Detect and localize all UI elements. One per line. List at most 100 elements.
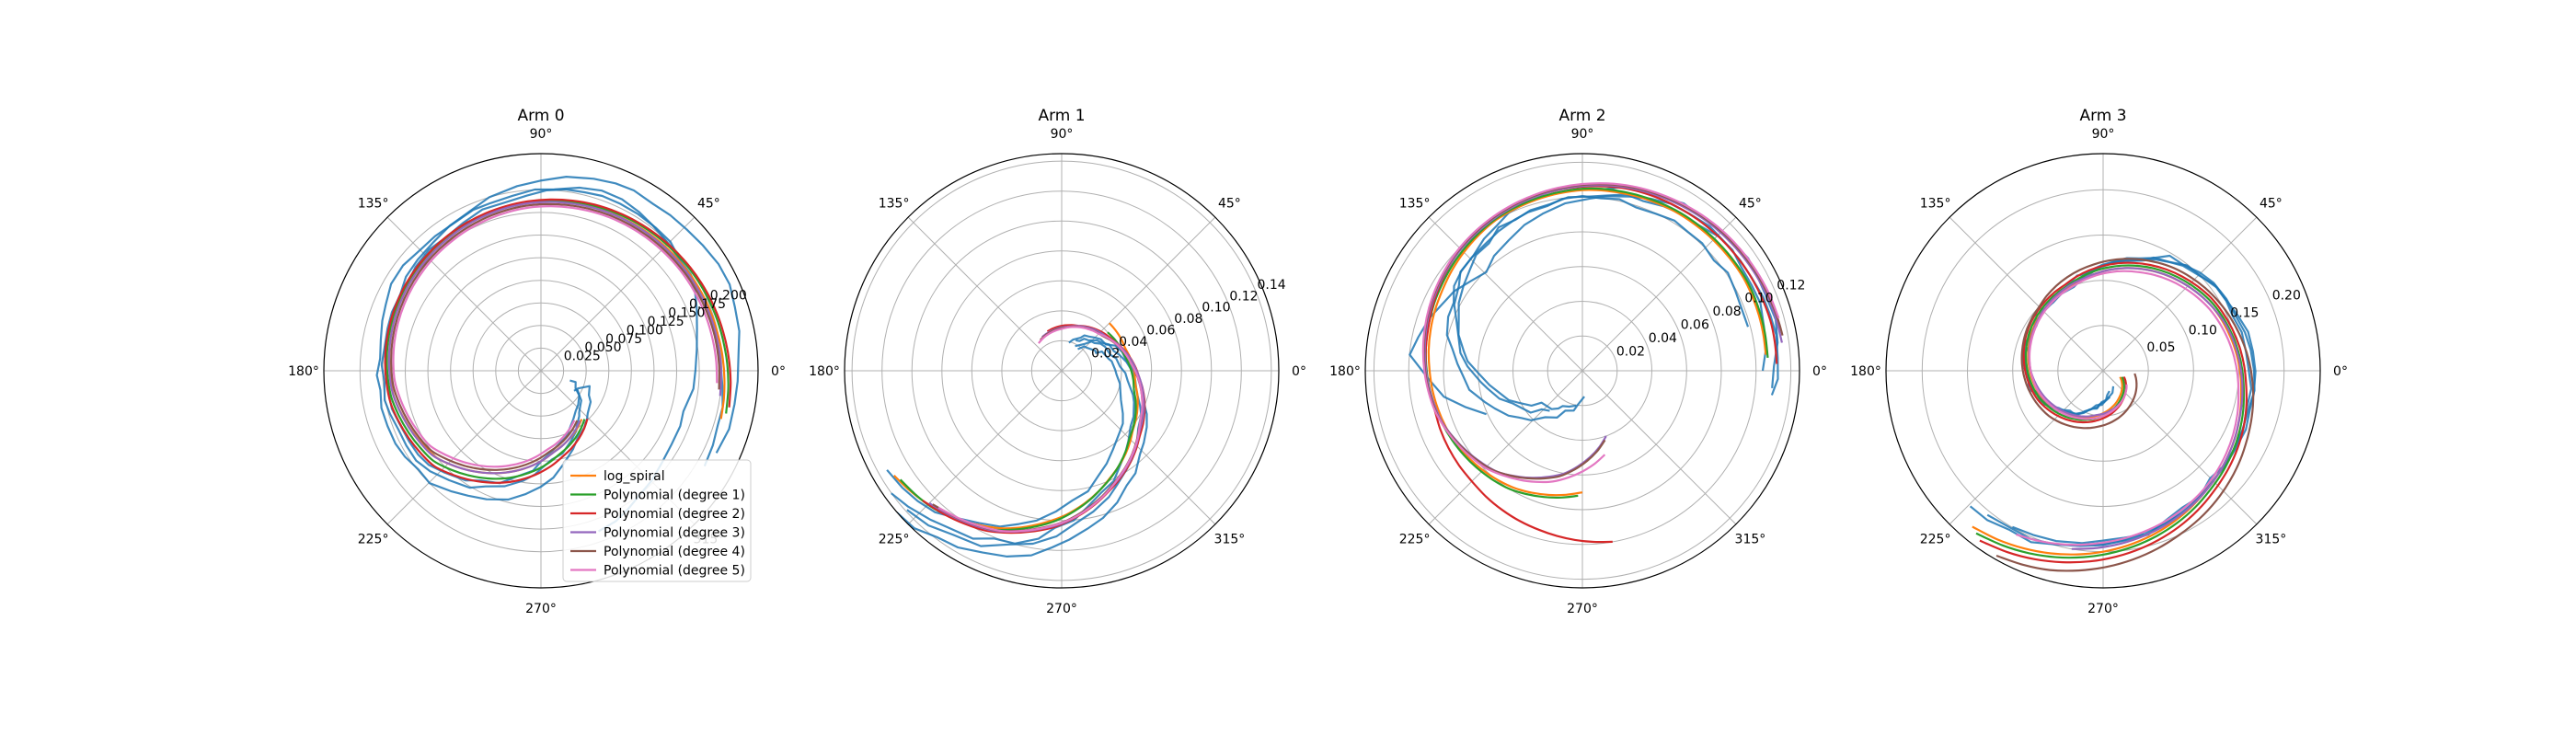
angle-tick-label: 90° <box>530 127 553 142</box>
radial-tick-label: 0.08 <box>1713 305 1742 319</box>
radial-gridline <box>941 250 1182 491</box>
radial-tick-label: 0.10 <box>1202 301 1230 316</box>
legend-label: Polynomial (degree 4) <box>604 545 745 559</box>
polar-panel-2: 0° 45° 90° 135° 180° 225° 270° 315° 0.02 0.04 0.06… <box>1329 107 1827 616</box>
angle-tick-label: 45° <box>2260 197 2283 212</box>
angle-tick-label: 0° <box>2333 364 2348 379</box>
polar-frame <box>1885 153 2321 589</box>
observed-track <box>1409 195 1779 416</box>
series-line <box>1427 189 1767 497</box>
radial-tick-label: 0.14 <box>1258 278 1286 293</box>
radial-tick-label: 0.10 <box>2189 323 2217 338</box>
radial-gridline <box>1547 335 1618 407</box>
radial-tick-label: 0.20 <box>2272 289 2301 304</box>
radial-tick-label: 0.06 <box>1681 318 1709 333</box>
series-line <box>2028 267 2244 550</box>
angle-tick-label: 0° <box>771 364 786 379</box>
radial-gridline <box>405 235 677 507</box>
series-line <box>1424 187 1769 499</box>
polar-panel-1: 0° 45° 90° 135° 180° 225° 270° 315° 0.020.040.06… <box>809 107 1306 616</box>
angular-gridline <box>1428 216 1583 372</box>
radial-gridline <box>517 347 565 395</box>
angular-gridline <box>1428 370 1583 525</box>
series-line <box>2016 270 2240 546</box>
series-line <box>390 202 720 471</box>
observed-track <box>895 334 1148 558</box>
radial-tick-label: 0.12 <box>1777 278 1805 293</box>
angular-gridline <box>1581 216 1737 372</box>
chart-title: Arm 1 <box>1038 107 1085 125</box>
plot-area <box>886 322 1148 558</box>
radial-gridline <box>1512 301 1652 441</box>
radial-gridline <box>1373 161 1792 581</box>
angle-tick-label: 180° <box>288 364 319 379</box>
radial-tick-label: 0.125 <box>648 315 684 329</box>
angle-tick-label: 270° <box>1567 602 1598 616</box>
angular-gridline <box>907 216 1063 372</box>
radial-tick-label: 0.050 <box>584 340 621 355</box>
radial-gridline <box>1478 266 1687 476</box>
radial-tick-label: 0.075 <box>605 332 642 347</box>
radial-gridline <box>881 190 1242 551</box>
radial-tick-label: 0.05 <box>2146 340 2175 355</box>
radial-tick-label: 0.12 <box>1229 289 1258 304</box>
observed-track <box>886 345 1124 528</box>
observed-track <box>1445 195 1750 421</box>
legend-box <box>562 459 752 582</box>
radial-tick-label: 0.10 <box>1744 292 1773 306</box>
radial-gridline <box>851 160 1272 581</box>
radial-tick-label: 0.04 <box>1119 335 1147 350</box>
angle-tick-label: 180° <box>1329 364 1361 379</box>
series-line <box>1421 182 1780 484</box>
angle-tick-label: 135° <box>1920 197 1951 212</box>
radial-tick-label: 0.02 <box>1616 345 1645 360</box>
series-line <box>392 204 719 468</box>
angle-tick-label: 90° <box>1571 127 1594 142</box>
radial-gridline <box>472 302 610 440</box>
radial-tick-label: 0.04 <box>1649 331 1677 346</box>
radial-gridline <box>1443 231 1722 511</box>
chart-title: Arm 0 <box>517 107 564 125</box>
radial-tick-label: 0.175 <box>689 297 726 312</box>
radial-gridline <box>427 257 655 485</box>
legend-label: Polynomial (degree 5) <box>604 564 745 579</box>
legend-label: Polynomial (degree 2) <box>604 507 745 522</box>
angle-tick-label: 135° <box>1399 197 1431 212</box>
angle-tick-label: 270° <box>1046 602 1077 616</box>
observed-track <box>375 186 698 533</box>
angular-gridline <box>1061 370 1216 525</box>
radial-gridline <box>1001 310 1122 431</box>
angle-tick-label: 45° <box>1218 197 1241 212</box>
radial-gridline <box>1030 339 1093 402</box>
series-line <box>387 201 723 475</box>
angle-tick-label: 0° <box>1292 364 1306 379</box>
radial-gridline <box>1967 235 2239 507</box>
angle-tick-label: 270° <box>2087 602 2119 616</box>
radial-tick-label: 0.100 <box>627 323 663 338</box>
angle-tick-label: 225° <box>1399 532 1431 546</box>
angle-tick-label: 270° <box>525 602 557 616</box>
chart-title: Arm 3 <box>2079 107 2126 125</box>
radial-tick-label: 0.025 <box>564 350 601 364</box>
radial-tick-label: 0.06 <box>1146 324 1175 339</box>
series-line <box>937 326 1144 533</box>
chart-title: Arm 2 <box>1558 107 1605 125</box>
radial-gridline <box>971 280 1153 462</box>
angle-tick-label: 315° <box>1735 532 1766 546</box>
radial-tick-label: 0.200 <box>710 289 747 304</box>
angle-tick-label: 180° <box>1850 364 1881 379</box>
angle-tick-label: 135° <box>879 197 910 212</box>
polar-panel-3: 0° 45° 90° 135° 180° 225° 270° 315° 0.05 0.10 0.15… <box>1850 107 2348 616</box>
legend-label: log_spiral <box>604 469 665 484</box>
plot-area <box>1409 182 1784 544</box>
angle-tick-label: 45° <box>1739 197 1762 212</box>
angle-tick-label: 0° <box>1812 364 1827 379</box>
angle-tick-label: 225° <box>879 532 910 546</box>
polar-frame <box>323 153 759 589</box>
series-line <box>1979 261 2248 564</box>
legend-label: Polynomial (degree 3) <box>604 526 745 541</box>
angle-tick-label: 180° <box>809 364 840 379</box>
polar-frame <box>1364 153 1800 589</box>
plot-area <box>375 176 741 533</box>
